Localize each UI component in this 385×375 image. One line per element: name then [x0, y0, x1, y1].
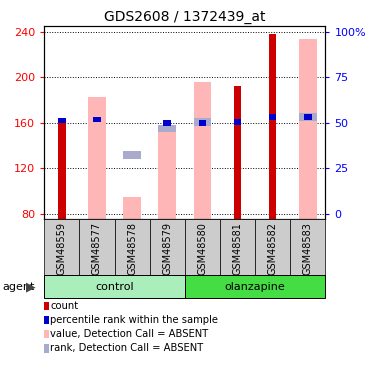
Bar: [150, 219, 185, 276]
Bar: [269, 114, 276, 120]
Bar: [163, 120, 171, 126]
Text: ▶: ▶: [26, 280, 36, 293]
Bar: [234, 87, 241, 219]
Bar: [79, 219, 115, 276]
Bar: [88, 97, 106, 219]
Text: GSM48577: GSM48577: [92, 222, 102, 275]
Text: agent: agent: [2, 282, 34, 291]
Text: GSM48579: GSM48579: [162, 222, 172, 275]
Text: percentile rank within the sample: percentile rank within the sample: [50, 315, 218, 325]
Text: GSM48583: GSM48583: [303, 222, 313, 275]
Bar: [44, 275, 185, 298]
Bar: [234, 119, 241, 124]
Title: GDS2608 / 1372439_at: GDS2608 / 1372439_at: [104, 10, 266, 24]
Text: rank, Detection Call = ABSENT: rank, Detection Call = ABSENT: [50, 344, 203, 353]
Text: GSM48578: GSM48578: [127, 222, 137, 275]
Text: GSM48559: GSM48559: [57, 222, 67, 275]
Bar: [58, 119, 66, 219]
Bar: [115, 219, 150, 276]
Bar: [199, 120, 206, 126]
Text: GSM48581: GSM48581: [233, 222, 243, 275]
Bar: [299, 39, 316, 219]
Bar: [159, 125, 176, 219]
Bar: [220, 219, 255, 276]
Text: GSM48582: GSM48582: [268, 222, 278, 275]
Bar: [299, 113, 316, 121]
Bar: [194, 82, 211, 219]
Bar: [290, 219, 325, 276]
Bar: [185, 275, 325, 298]
Bar: [123, 196, 141, 219]
Text: GSM48580: GSM48580: [198, 222, 208, 275]
Text: value, Detection Call = ABSENT: value, Detection Call = ABSENT: [50, 329, 208, 339]
Bar: [123, 151, 141, 159]
Bar: [269, 34, 276, 219]
Bar: [185, 219, 220, 276]
Bar: [93, 117, 101, 122]
Bar: [159, 124, 176, 132]
Bar: [255, 219, 290, 276]
Bar: [194, 118, 211, 126]
Text: control: control: [95, 282, 134, 291]
Bar: [304, 114, 311, 120]
Bar: [44, 219, 79, 276]
Text: count: count: [50, 301, 78, 310]
Text: olanzapine: olanzapine: [225, 282, 285, 291]
Bar: [58, 118, 66, 123]
